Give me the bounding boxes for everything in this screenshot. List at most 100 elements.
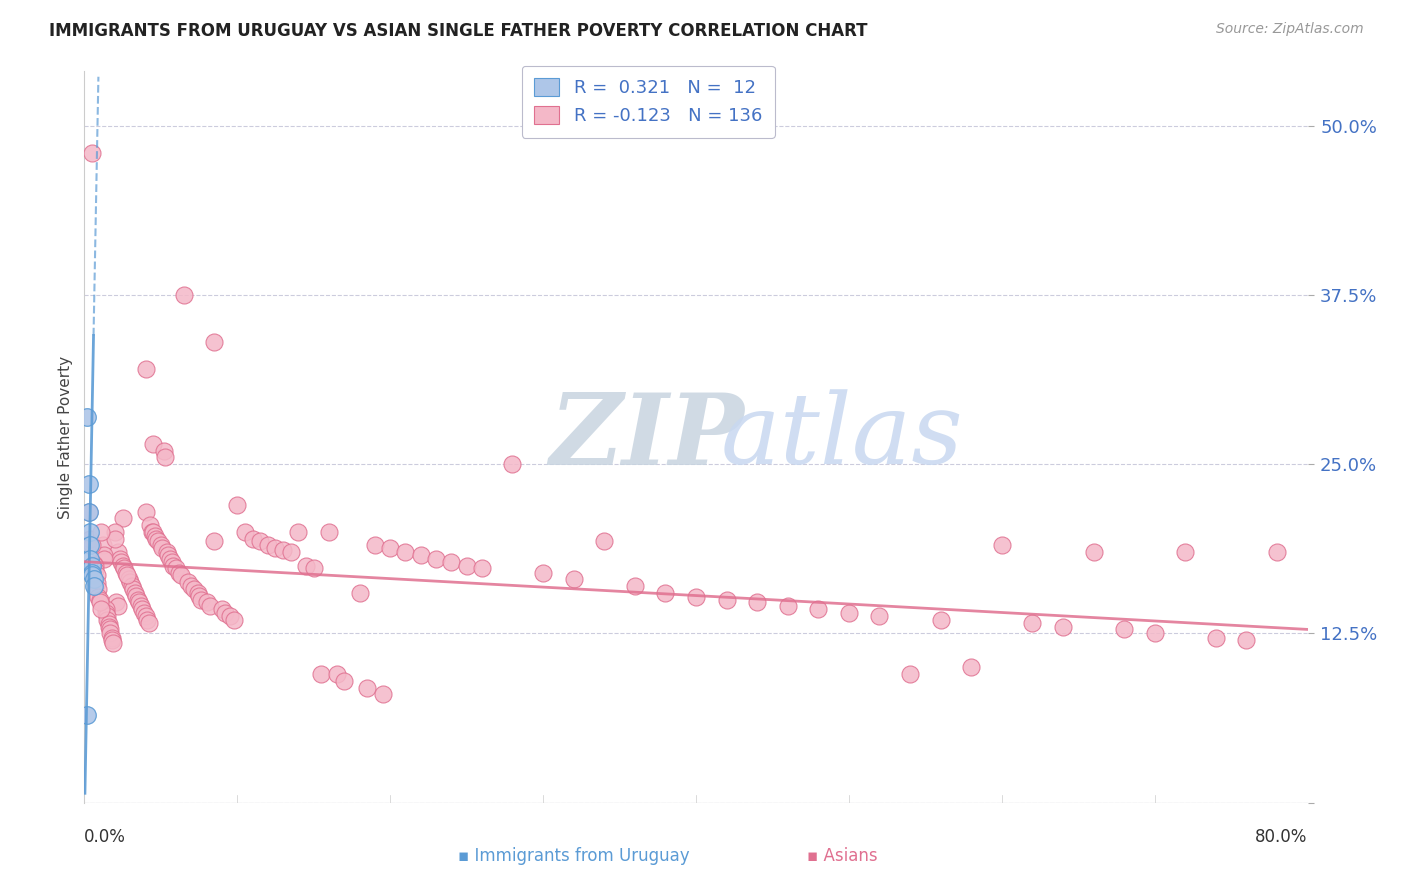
Point (654, 586, 676, 600)
Point (80, 558, 103, 573)
Point (111, 511, 134, 525)
Point (97, 620, 120, 634)
Point (80, 538, 103, 552)
Point (1143, 626, 1166, 640)
Point (107, 599, 129, 614)
Point (142, 524, 165, 539)
Point (150, 541, 173, 556)
Point (776, 599, 799, 614)
Point (143, 529, 166, 543)
Point (183, 582, 205, 596)
Point (440, 555, 463, 569)
Point (142, 437, 165, 451)
Point (211, 602, 233, 616)
Point (80, 145, 103, 160)
Point (218, 608, 240, 623)
Point (111, 558, 134, 573)
Point (960, 660, 983, 674)
Point (257, 538, 280, 552)
Point (146, 534, 169, 549)
Point (624, 579, 647, 593)
Point (114, 566, 136, 580)
Text: ▪ Immigrants from Uruguay: ▪ Immigrants from Uruguay (458, 847, 689, 864)
Point (153, 443, 176, 458)
Point (149, 538, 172, 552)
Text: atlas: atlas (720, 390, 963, 484)
Point (84, 558, 107, 573)
Point (1052, 620, 1074, 634)
Point (224, 613, 246, 627)
Point (136, 613, 159, 627)
Point (271, 542, 294, 557)
Point (86, 576, 108, 591)
Text: ZIP: ZIP (550, 389, 744, 485)
Point (202, 534, 225, 549)
Point (325, 667, 347, 681)
Text: 80.0%: 80.0% (1256, 829, 1308, 847)
Point (93, 548, 115, 562)
Point (139, 518, 162, 533)
Point (101, 631, 124, 645)
Point (593, 534, 616, 549)
Point (86, 568, 108, 582)
Point (233, 524, 256, 539)
Point (83, 579, 105, 593)
Point (159, 552, 181, 566)
Point (80, 568, 103, 582)
Point (98, 626, 121, 640)
Point (226, 498, 249, 512)
Point (156, 545, 179, 559)
Point (188, 589, 211, 603)
Point (716, 592, 738, 607)
Point (202, 335, 225, 350)
Point (394, 545, 416, 559)
Point (79, 532, 101, 546)
Point (173, 288, 195, 302)
Point (1114, 623, 1136, 637)
Point (101, 633, 124, 648)
Point (287, 524, 309, 539)
Point (295, 558, 318, 573)
Point (349, 586, 371, 600)
Point (167, 566, 190, 580)
Point (141, 524, 163, 539)
Point (107, 545, 129, 559)
Text: 0.0%: 0.0% (84, 829, 127, 847)
Text: Source: ZipAtlas.com: Source: ZipAtlas.com (1216, 22, 1364, 37)
Point (898, 667, 921, 681)
Point (76, 707, 98, 722)
Y-axis label: Single Father Poverty: Single Father Poverty (58, 356, 73, 518)
Point (118, 572, 141, 586)
Point (195, 595, 218, 609)
Point (125, 589, 148, 603)
Point (456, 558, 478, 573)
Point (747, 595, 769, 609)
Point (991, 538, 1014, 552)
Point (110, 555, 132, 569)
Point (685, 590, 707, 604)
Point (190, 592, 212, 607)
Point (97, 617, 120, 632)
Text: ▪ Asians: ▪ Asians (807, 847, 879, 864)
Point (1083, 545, 1105, 559)
Point (1236, 633, 1258, 648)
Point (79, 538, 101, 552)
Point (112, 561, 135, 575)
Point (807, 602, 830, 616)
Point (94, 602, 117, 616)
Point (77, 477, 100, 491)
Point (76, 409, 98, 424)
Point (302, 561, 325, 575)
Point (104, 532, 127, 546)
Text: IMMIGRANTS FROM URUGUAY VS ASIAN SINGLE FATHER POVERTY CORRELATION CHART: IMMIGRANTS FROM URUGUAY VS ASIAN SINGLE … (49, 22, 868, 40)
Point (87, 590, 110, 604)
Point (186, 586, 208, 600)
Legend: R =  0.321   N =  12, R = -0.123   N = 136: R = 0.321 N = 12, R = -0.123 N = 136 (522, 66, 775, 137)
Point (131, 602, 153, 616)
Point (198, 599, 221, 614)
Point (115, 568, 138, 582)
Point (409, 548, 432, 562)
Point (135, 608, 157, 623)
Point (94, 606, 117, 620)
Point (531, 566, 554, 580)
